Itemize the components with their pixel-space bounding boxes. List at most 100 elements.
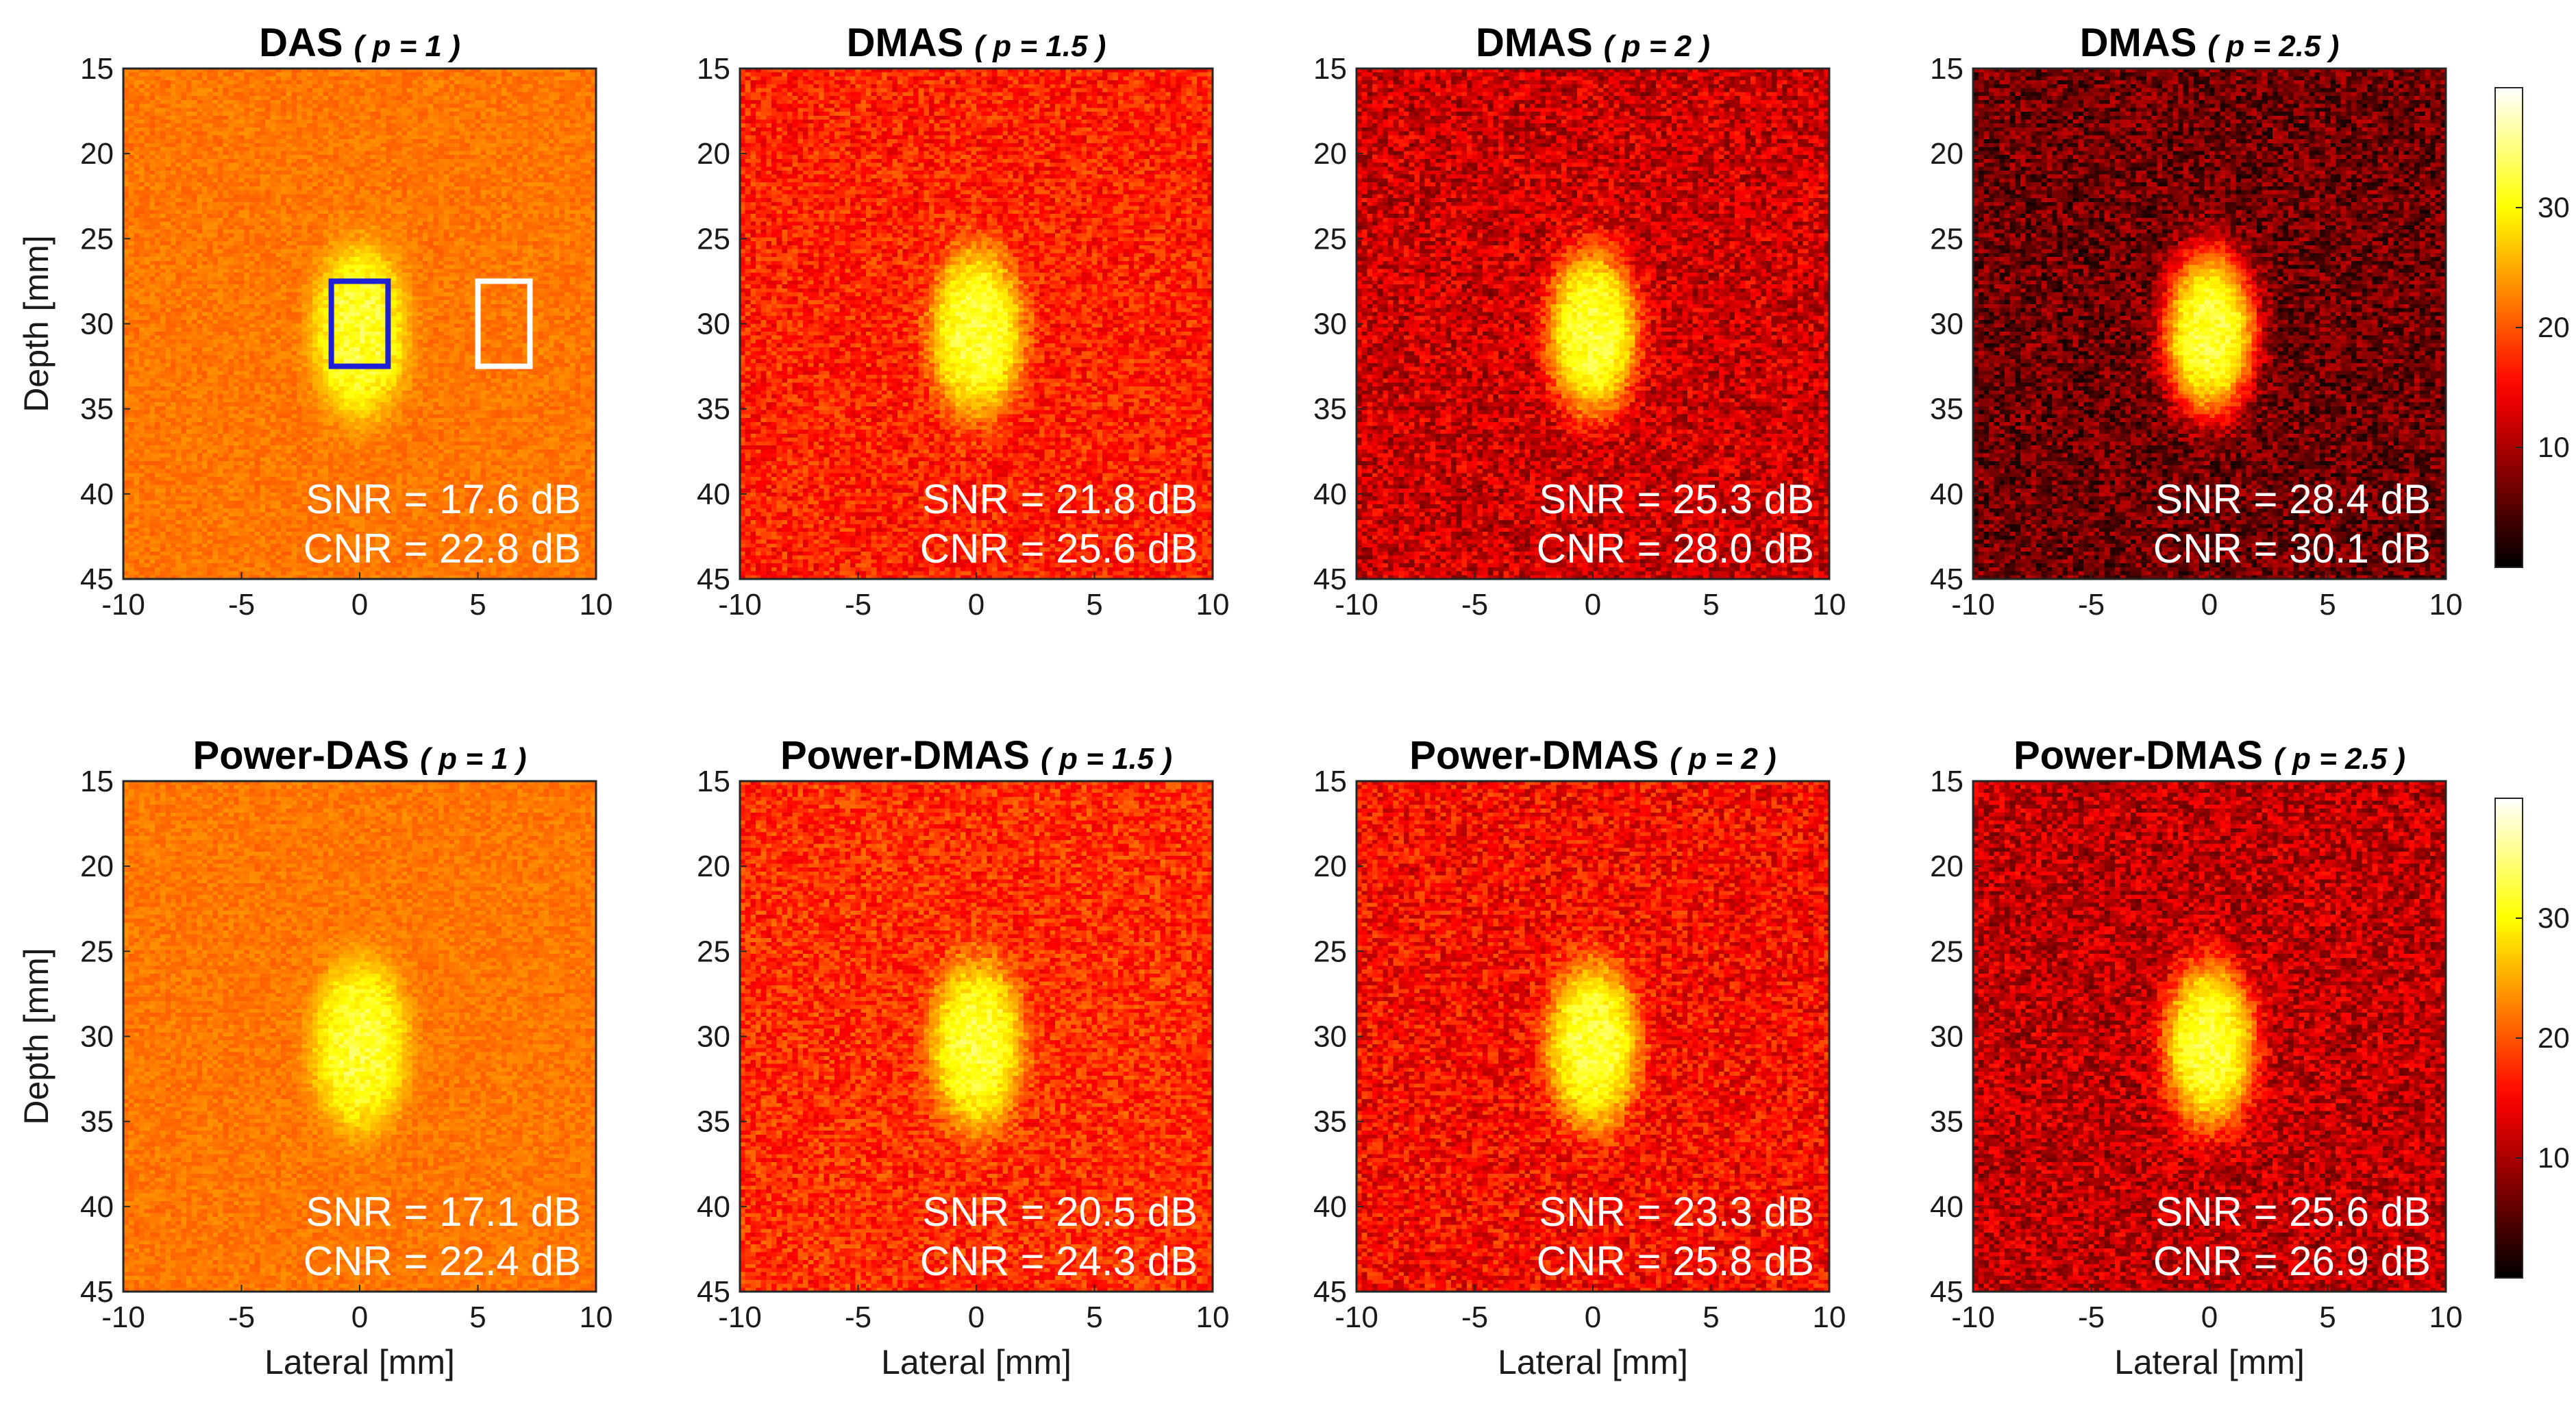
y-tick-label: 15 [697,765,730,798]
x-tick-label: 10 [580,1301,613,1334]
panel-title-method: Power-DMAS [780,733,1030,778]
y-tick-label: 25 [1313,222,1347,256]
y-tick-label: 40 [697,478,730,511]
y-tick-label: 45 [1313,563,1347,596]
cnr-value: CNR = 26.9 dB [2153,1238,2431,1284]
x-axis-label: Lateral [mm] [264,1343,455,1381]
y-tick-label: 35 [1313,393,1347,426]
heatmap-image [1357,781,1829,1292]
x-tick-label: 10 [580,588,613,621]
y-tick-label: 35 [1930,1105,1964,1139]
y-tick-label: 40 [697,1190,730,1224]
y-tick-label: 15 [1313,765,1347,798]
y-tick-label: 45 [1930,1275,1964,1309]
panel-title-param: ( p = 1 ) [420,742,526,776]
x-tick-label: 0 [351,588,368,621]
y-tick-label: 15 [1930,52,1964,86]
y-tick-label: 15 [80,765,114,798]
colorbar-tick-label: 20 [2538,1022,2570,1054]
cnr-value: CNR = 25.6 dB [920,526,1198,571]
y-tick-label: 40 [1313,478,1347,511]
y-tick-label: 20 [697,137,730,171]
heatmap-image [740,69,1213,579]
x-tick-label: -10 [101,588,145,621]
panel-title-method: DMAS [847,21,964,65]
heatmap-image [740,781,1213,1292]
panel-title: Power-DMAS ( p = 2.5 ) [2014,733,2405,778]
x-tick-label: -5 [1461,588,1488,621]
panel-title-method: Power-DAS [193,733,409,778]
panel-3: -10 -5 0 5 10 15 20 25 30 35 40 45 DMAS ( p = 2 ) SNR … [1313,21,1846,621]
y-tick-label: 30 [697,1020,730,1054]
y-tick-label: 30 [80,308,114,341]
x-tick-label: 10 [2429,588,2463,621]
y-tick-label: 25 [1313,935,1347,968]
panel-title-method: DMAS [1476,21,1593,65]
x-tick-label: -10 [718,588,762,621]
colorbar-top: 10 20 30 [2494,87,2570,568]
panel-title-method: DAS [259,21,343,65]
x-axis-label: Lateral [mm] [2114,1343,2305,1381]
panel-title: DMAS ( p = 2.5 ) [2080,21,2340,65]
y-tick-label: 25 [697,222,730,256]
colorbar-bottom: 10 20 30 [2494,798,2570,1279]
panel-title: Power-DAS ( p = 1 ) [193,733,526,778]
panel-title-method: Power-DMAS [1409,733,1659,778]
x-tick-label: -5 [1461,1301,1488,1334]
panel-1: -10 -5 0 5 10 15 20 25 30 35 40 45 DAS ( p = 1 ) Depth… [17,21,612,621]
snr-value: SNR = 17.1 dB [306,1189,581,1235]
snr-value: SNR = 25.6 dB [2155,1189,2431,1235]
panel-title: DMAS ( p = 1.5 ) [847,21,1106,65]
y-tick-label: 35 [697,393,730,426]
cnr-value: CNR = 30.1 dB [2153,526,2431,571]
y-tick-label: 40 [1313,1190,1347,1224]
x-tick-label: -5 [228,588,255,621]
cnr-value: CNR = 22.8 dB [304,526,581,571]
y-tick-label: 40 [80,1190,114,1224]
roi-background-box [475,278,533,369]
panel-title-method: DMAS [2080,21,2197,65]
x-tick-label: 10 [1813,588,1846,621]
y-tick-label: 35 [1313,1105,1347,1139]
x-tick-label: -10 [1951,588,1995,621]
heatmap-image [1973,781,2446,1292]
y-tick-label: 30 [80,1020,114,1054]
panel-6: -10 -5 0 5 10 15 20 25 30 35 40 45 Power-DMAS ( p = 1… [697,733,1229,1381]
y-tick-label: 45 [80,563,114,596]
x-tick-label: -5 [2078,588,2105,621]
roi-signal-box [328,278,391,369]
panel-title: DMAS ( p = 2 ) [1476,21,1710,65]
panel-title-param: ( p = 1.5 ) [974,29,1106,63]
y-tick-label: 20 [80,137,114,171]
y-tick-label: 40 [80,478,114,511]
x-tick-label: 5 [2319,1301,2336,1334]
y-tick-label: 45 [1313,1275,1347,1309]
colorbar-tick-label: 30 [2538,902,2570,934]
snr-value: SNR = 23.3 dB [1539,1189,1814,1235]
panel-5: -10 -5 0 5 10 15 20 25 30 35 40 45 Power-DAS ( p = 1 … [17,733,612,1381]
x-axis-label: Lateral [mm] [1498,1343,1688,1381]
cnr-value: CNR = 25.8 dB [1537,1238,1814,1284]
x-tick-label: 5 [469,1301,486,1334]
x-tick-label: 10 [1196,588,1230,621]
x-tick-label: -5 [2078,1301,2105,1334]
x-tick-label: -5 [845,588,871,621]
y-tick-label: 35 [80,393,114,426]
x-tick-label: 10 [2429,1301,2463,1334]
y-tick-label: 20 [1930,850,1964,883]
x-tick-label: 0 [351,1301,368,1334]
x-tick-label: 10 [1813,1301,1846,1334]
x-tick-label: -5 [228,1301,255,1334]
x-tick-label: 5 [1702,588,1719,621]
x-tick-label: 0 [968,588,984,621]
y-tick-label: 30 [1930,1020,1964,1054]
y-tick-label: 15 [80,52,114,86]
snr-value: SNR = 25.3 dB [1539,476,1814,522]
y-tick-label: 45 [1930,563,1964,596]
panel-2: -10 -5 0 5 10 15 20 25 30 35 40 45 DMAS ( p = 1.5 ) SN… [697,21,1229,621]
snr-value: SNR = 28.4 dB [2155,476,2431,522]
panel-title-method: Power-DMAS [2014,733,2263,778]
y-tick-label: 15 [1313,52,1347,86]
x-tick-label: 5 [469,588,486,621]
y-tick-label: 35 [1930,393,1964,426]
